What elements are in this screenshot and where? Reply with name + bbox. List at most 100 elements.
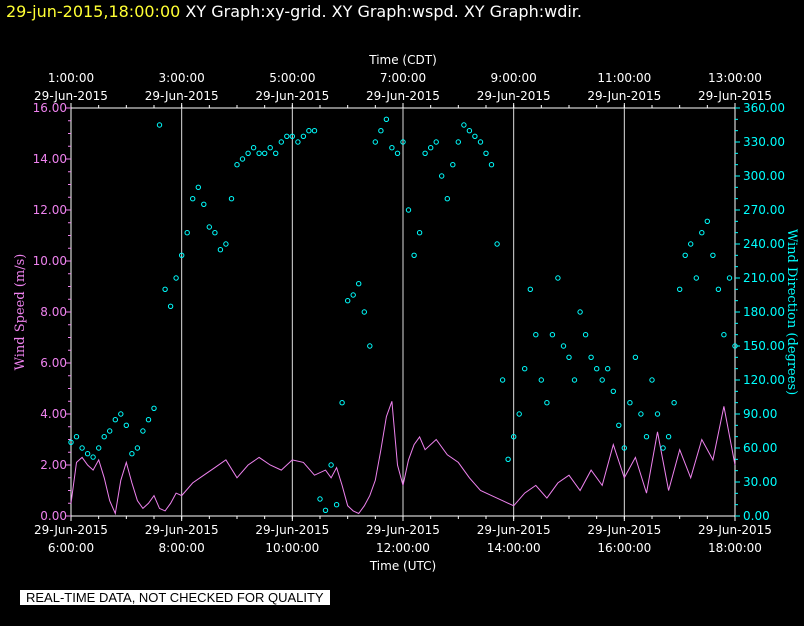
point-wind-direction	[571, 377, 578, 383]
x-tick-label-top-date: 29-Jun-2015	[145, 89, 219, 103]
y-right-tick-label: 180.00	[743, 305, 785, 319]
y-right-tick-label: 240.00	[743, 237, 785, 251]
y-left-tick-label: 14.00	[33, 152, 67, 166]
point-wind-direction	[262, 150, 268, 157]
x-tick-label-bottom-date: 29-Jun-2015	[698, 523, 772, 537]
point-wind-direction	[411, 252, 417, 259]
point-wind-direction	[151, 405, 157, 411]
point-wind-direction	[206, 224, 213, 230]
point-wind-direction	[250, 145, 257, 151]
y-left-tick-label: 0.00	[40, 509, 67, 523]
x-tick-label-top-time: 11:00:00	[597, 71, 651, 85]
point-wind-direction	[195, 184, 202, 191]
point-wind-direction	[549, 332, 556, 338]
point-wind-direction	[201, 201, 207, 208]
point-wind-direction	[466, 128, 473, 134]
y-left-tick-label: 8.00	[40, 305, 67, 319]
point-wind-direction	[699, 230, 705, 236]
point-wind-direction	[439, 173, 445, 179]
point-wind-direction	[378, 128, 384, 134]
point-wind-direction	[610, 388, 616, 394]
point-wind-direction	[129, 451, 135, 457]
point-wind-direction	[162, 286, 168, 292]
point-wind-direction	[295, 139, 301, 145]
point-wind-direction	[527, 286, 533, 292]
x-tick-label-bottom-time: 12:00:00	[376, 541, 430, 555]
point-wind-direction	[444, 196, 450, 202]
x-axis-title-bottom: Time (UTC)	[369, 559, 436, 573]
point-wind-direction	[389, 145, 395, 151]
point-wind-direction	[472, 133, 478, 140]
point-wind-direction	[145, 417, 152, 423]
point-wind-direction	[333, 502, 340, 508]
point-wind-direction	[511, 434, 517, 440]
point-wind-direction	[416, 230, 423, 236]
point-wind-direction	[306, 128, 312, 134]
header-datetime: 29-jun-2015,18:00:00	[6, 2, 181, 21]
header-graph-list: XY Graph:xy-grid. XY Graph:wspd. XY Grap…	[185, 2, 582, 21]
point-wind-direction	[156, 122, 163, 128]
series-line-wind-speed	[70, 401, 736, 516]
x-tick-label-top-date: 29-Jun-2015	[698, 89, 772, 103]
point-wind-direction	[112, 417, 119, 423]
point-wind-direction	[328, 462, 334, 468]
y-left-axis-title: Wind Speed (m/s)	[13, 254, 28, 371]
point-wind-direction	[693, 275, 699, 281]
y-right-tick-label: 30.00	[743, 475, 777, 489]
point-wind-direction	[394, 150, 401, 157]
point-wind-direction	[84, 451, 91, 457]
point-wind-direction	[223, 241, 229, 247]
point-wind-direction	[505, 456, 511, 462]
point-wind-direction	[599, 377, 605, 383]
point-wind-direction	[649, 377, 655, 383]
point-wind-direction	[488, 162, 495, 168]
point-wind-direction	[278, 139, 284, 145]
x-tick-label-bottom-date: 29-Jun-2015	[255, 523, 329, 537]
point-wind-direction	[167, 303, 174, 309]
point-wind-direction	[228, 196, 235, 202]
point-wind-direction	[311, 128, 318, 134]
point-wind-direction	[483, 150, 489, 157]
point-wind-direction	[582, 332, 589, 338]
point-wind-direction	[234, 162, 240, 168]
x-tick-label-top-time: 3:00:00	[159, 71, 205, 85]
x-tick-label-bottom-time: 8:00:00	[159, 541, 205, 555]
x-tick-label-bottom-date: 29-Jun-2015	[145, 523, 219, 537]
x-tick-label-bottom-time: 18:00:00	[708, 541, 762, 555]
point-wind-direction	[682, 252, 688, 259]
point-wind-direction	[422, 150, 428, 157]
point-wind-direction	[577, 309, 583, 315]
x-axis-title-top: Time (CDT)	[368, 53, 437, 67]
point-wind-direction	[361, 309, 367, 315]
x-tick-label-top-time: 1:00:00	[48, 71, 94, 85]
point-wind-direction	[721, 332, 727, 338]
header: 29-jun-2015,18:00:00 XY Graph:xy-grid. X…	[6, 2, 582, 21]
point-wind-direction	[461, 122, 467, 128]
point-wind-direction	[400, 139, 406, 145]
point-wind-direction	[560, 343, 567, 349]
x-tick-label-top-date: 29-Jun-2015	[34, 89, 108, 103]
y-left-tick-label: 6.00	[40, 356, 67, 370]
point-wind-direction	[499, 377, 506, 383]
y-right-tick-label: 150.00	[743, 339, 785, 353]
point-wind-direction	[643, 434, 650, 440]
point-wind-direction	[732, 343, 738, 349]
point-wind-direction	[123, 422, 130, 428]
point-wind-direction	[96, 445, 102, 451]
point-wind-direction	[477, 139, 484, 145]
point-wind-direction	[654, 411, 661, 417]
x-tick-label-bottom-time: 14:00:00	[487, 541, 541, 555]
point-wind-direction	[256, 150, 262, 157]
x-tick-label-bottom-date: 29-Jun-2015	[587, 523, 661, 537]
point-wind-direction	[494, 241, 500, 247]
point-wind-direction	[516, 411, 522, 417]
y-left-tick-label: 4.00	[40, 407, 67, 421]
point-wind-direction	[621, 445, 627, 451]
point-wind-direction	[627, 400, 633, 406]
point-wind-direction	[533, 332, 539, 338]
point-wind-direction	[455, 139, 461, 145]
point-wind-direction	[428, 145, 434, 151]
x-tick-label-bottom-time: 10:00:00	[265, 541, 319, 555]
point-wind-direction	[638, 411, 644, 417]
